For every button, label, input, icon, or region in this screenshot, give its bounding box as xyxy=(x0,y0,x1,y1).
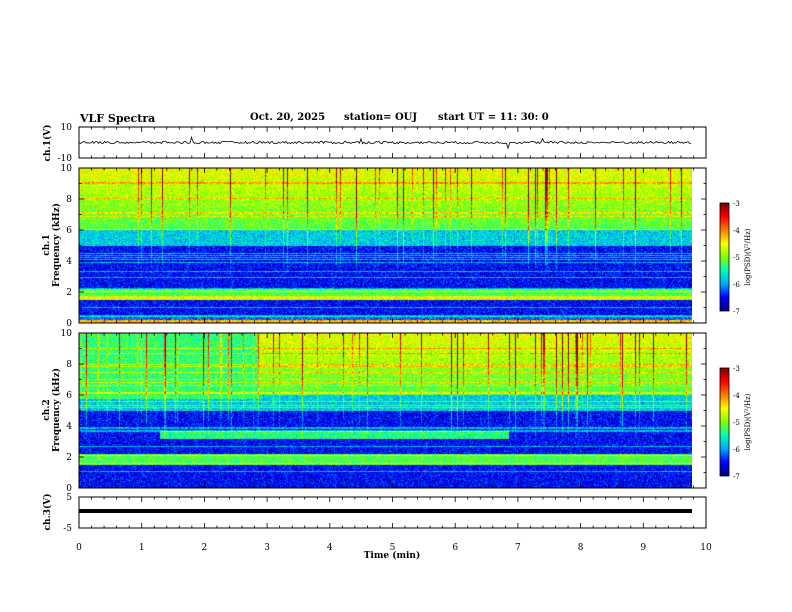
ch3-ytick-top: 5 xyxy=(66,493,72,503)
ch1-ytick-top: 10 xyxy=(61,123,73,133)
x-axis-label: Time (min) xyxy=(364,550,421,561)
spec1-ytick-2: 2 xyxy=(66,288,72,298)
xtick-8: 8 xyxy=(578,543,584,553)
colorbar-1-gradient xyxy=(720,203,729,311)
cb1-tick-m4: -4 xyxy=(733,227,740,235)
ch1-ytick-bottom: -10 xyxy=(58,154,73,164)
chart-title: VLF Spectra xyxy=(80,112,156,125)
spec2-ytick-10: 10 xyxy=(61,329,73,339)
ch1-name-label: ch.1 xyxy=(42,234,52,255)
xtick-4: 4 xyxy=(327,543,333,553)
cb2-tick-m6: -6 xyxy=(733,446,740,454)
cb1-tick-m5: -5 xyxy=(733,254,740,262)
start-time-label: start UT = 11: 30: 0 xyxy=(438,112,549,123)
ch2-spectrogram xyxy=(79,333,692,488)
ch3-ytick-bottom: -5 xyxy=(63,524,72,534)
xtick-2: 2 xyxy=(202,543,208,553)
cb2-label: log(PSD)(V²/Hz) xyxy=(744,393,752,450)
spec2-ytick-6: 6 xyxy=(66,391,72,401)
spec2-ytick-8: 8 xyxy=(66,360,72,370)
spec1-ytick-10: 10 xyxy=(61,164,73,174)
cb2-tick-m3: -3 xyxy=(733,365,740,373)
xtick-0: 0 xyxy=(76,543,82,553)
colorbar-2-frame xyxy=(719,367,730,477)
ch2-name-label: ch.2 xyxy=(42,399,52,420)
cb2-tick-m7: -7 xyxy=(733,473,740,481)
xtick-7: 7 xyxy=(515,543,521,553)
ch2-freq-label: Frequency (kHz) xyxy=(51,368,62,452)
xtick-5: 5 xyxy=(390,543,396,553)
spec1-ytick-4: 4 xyxy=(66,257,72,267)
spec1-ytick-8: 8 xyxy=(66,195,72,205)
cb1-tick-m6: -6 xyxy=(733,281,740,289)
cb1-label: log(PSD)(V²/Hz) xyxy=(744,228,752,285)
spec1-ytick-6: 6 xyxy=(66,226,72,236)
ch1-freq-label: Frequency (kHz) xyxy=(51,203,62,287)
date-label: Oct. 20, 2025 xyxy=(250,112,326,123)
ch1-volt-label: ch.1(V) xyxy=(42,125,53,162)
xtick-3: 3 xyxy=(264,543,270,553)
cb2-tick-m5: -5 xyxy=(733,419,740,427)
ch1-waveform xyxy=(78,135,692,150)
spec1-ytick-0: 0 xyxy=(66,319,72,329)
axis-ticks xyxy=(78,127,707,528)
spec2-ytick-0: 0 xyxy=(66,484,72,494)
ch3-trace xyxy=(79,509,692,513)
station-label: station= OUJ xyxy=(344,112,418,123)
xtick-9: 9 xyxy=(640,543,646,553)
xtick-10: 10 xyxy=(700,543,712,553)
xtick-1: 1 xyxy=(139,543,145,553)
ch3-volt-label: ch.3(V) xyxy=(42,494,53,531)
cb2-tick-m4: -4 xyxy=(733,392,740,400)
spec2-ytick-2: 2 xyxy=(66,453,72,463)
colorbar-1-frame xyxy=(719,202,730,312)
cb1-tick-m7: -7 xyxy=(733,308,740,316)
colorbar-2-gradient xyxy=(720,368,729,476)
cb1-tick-m3: -3 xyxy=(733,200,740,208)
ch1-spectrogram xyxy=(79,168,692,323)
xtick-6: 6 xyxy=(452,543,458,553)
spec2-ytick-4: 4 xyxy=(66,422,72,432)
